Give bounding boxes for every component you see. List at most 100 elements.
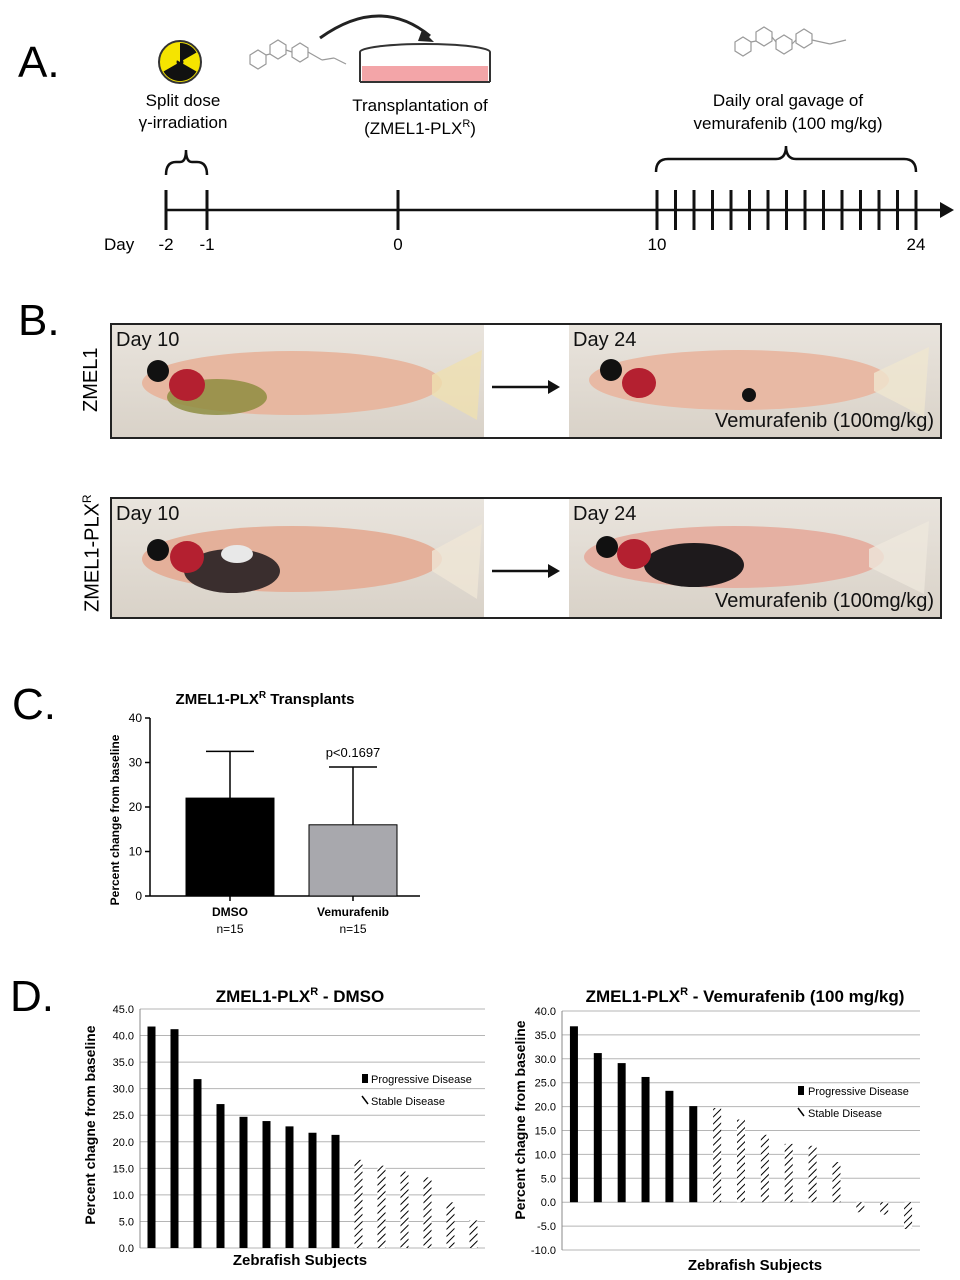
chart-d2-ytick-label: 5.0 bbox=[541, 1173, 556, 1185]
petri-dish-icon bbox=[359, 43, 491, 83]
chart-d1-ytick-label: 20.0 bbox=[113, 1137, 134, 1149]
chart-d1-bar-stable bbox=[446, 1202, 455, 1248]
chart-d1-ytick-label: 35.0 bbox=[113, 1057, 134, 1069]
gavage-label-2: vemurafenib (100 mg/kg) bbox=[694, 114, 883, 133]
timeline-figure: Split dose γ-irradiation Transplantation… bbox=[104, 14, 954, 254]
chart-c: ZMEL1-PLXR Transplants Percent change fr… bbox=[108, 690, 420, 936]
chart-c-ytick-label: 0 bbox=[135, 889, 142, 903]
chart-d1-ytick-label: 40.0 bbox=[113, 1031, 134, 1043]
panel-letter-a: A. bbox=[18, 38, 60, 87]
panel-letter-c: C. bbox=[12, 680, 56, 729]
chart-d2-bar-stable bbox=[904, 1202, 913, 1229]
irradiation-brace bbox=[164, 149, 209, 176]
chart-c-ylabel: Percent change from baseline bbox=[108, 734, 122, 905]
timeline-tick-label: -2 bbox=[158, 235, 173, 254]
chart-d2-bars bbox=[569, 1026, 913, 1229]
chart-d2-ytick-label: 35.0 bbox=[535, 1030, 556, 1042]
legend-swatch-progressive bbox=[798, 1086, 804, 1095]
timeline-tick-label: -1 bbox=[199, 235, 214, 254]
chart-d2-bar-stable bbox=[737, 1119, 745, 1203]
chart-c-ytick-label: 20 bbox=[129, 800, 143, 814]
chart-c-title: ZMEL1-PLXR Transplants bbox=[176, 690, 355, 708]
irradiation-label-2: γ-irradiation bbox=[139, 113, 228, 132]
transplant-label-1: Transplantation of bbox=[352, 96, 488, 115]
chart-c-category-label: Vemurafenib bbox=[317, 905, 389, 919]
chart-d2-bar-stable bbox=[760, 1134, 769, 1203]
chart-d2-ytick-label: 20.0 bbox=[535, 1102, 556, 1114]
fish-image bbox=[589, 347, 929, 417]
fish-image bbox=[142, 524, 482, 599]
chart-d2-bar-stable bbox=[713, 1108, 722, 1203]
chart-d2-ytick-label: 15.0 bbox=[535, 1126, 556, 1138]
chart-d2-legend: Progressive Disease Stable Disease bbox=[797, 1086, 909, 1120]
chart-d1-ytick-label: 0.0 bbox=[119, 1243, 134, 1255]
chart-d1-bar-stable bbox=[400, 1171, 409, 1248]
timeline-ticks bbox=[164, 190, 918, 230]
chart-c-ytick-label: 10 bbox=[129, 845, 143, 859]
chart-d1-ytick-label: 15.0 bbox=[113, 1163, 134, 1175]
day-end-label: Day 24 bbox=[573, 503, 637, 525]
gavage-brace bbox=[654, 145, 918, 173]
chart-d1-title: ZMEL1-PLXR - DMSO bbox=[216, 986, 385, 1006]
chart-d1-bar-progressive bbox=[216, 1104, 225, 1248]
arrow-icon bbox=[492, 380, 560, 394]
chart-d1-bar-progressive bbox=[308, 1132, 317, 1248]
timeline-tick-label: 10 bbox=[648, 235, 667, 254]
chart-d2-ylabel: Percent chagne from baseline bbox=[512, 1020, 528, 1219]
chart-d2: ZMEL1-PLXR - Vemurafenib (100 mg/kg) Per… bbox=[512, 986, 920, 1274]
chart-d1-bar-stable bbox=[354, 1159, 363, 1248]
chart-d2-bar-progressive bbox=[617, 1063, 626, 1203]
timeline-tick-labels: -2 -1 0 10 24 bbox=[158, 235, 925, 254]
chart-d1-bar-progressive bbox=[262, 1121, 271, 1248]
chart-d1-ytick-label: 45.0 bbox=[113, 1004, 134, 1016]
chart-d2-bar-stable bbox=[784, 1143, 793, 1203]
chart-d1-bar-progressive bbox=[331, 1134, 340, 1248]
arrow-icon bbox=[492, 564, 560, 578]
timeline-tick-label: 0 bbox=[393, 235, 402, 254]
molecule-icon bbox=[249, 39, 347, 70]
chart-d2-bar-progressive bbox=[641, 1076, 650, 1203]
chart-d2-bar-stable bbox=[880, 1202, 889, 1215]
fish-photo-day24 bbox=[569, 499, 940, 617]
treatment-label: Vemurafenib (100mg/kg) bbox=[714, 410, 934, 432]
fish-photo-day10 bbox=[112, 499, 484, 617]
day-start-label: Day 10 bbox=[116, 329, 180, 351]
radiation-icon bbox=[158, 40, 202, 84]
chart-c-ytick-label: 40 bbox=[129, 711, 143, 725]
chart-c-n-label: n=15 bbox=[339, 922, 366, 936]
chart-d1-bar-stable bbox=[377, 1165, 386, 1248]
panel-letter-b: B. bbox=[18, 296, 60, 345]
chart-d2-bar-stable bbox=[808, 1145, 817, 1203]
transplant-label-2: (ZMEL1-PLXR) bbox=[364, 118, 476, 138]
chart-d1-bar-progressive bbox=[285, 1126, 294, 1248]
chart-d2-xlabel: Zebrafish Subjects bbox=[688, 1257, 822, 1274]
chart-d2-ytick-label: 30.0 bbox=[535, 1054, 556, 1066]
chart-d2-title: ZMEL1-PLXR - Vemurafenib (100 mg/kg) bbox=[586, 986, 905, 1006]
chart-d1-xlabel: Zebrafish Subjects bbox=[233, 1252, 367, 1269]
row-label-zmel1: ZMEL1 bbox=[80, 347, 102, 412]
chart-d2-bar-progressive bbox=[689, 1106, 698, 1203]
photo-row-zmel1-plxr: Day 10 Day 24 Vemurafenib (100mg/kg) bbox=[110, 497, 942, 619]
chart-d2-bar-progressive bbox=[593, 1053, 602, 1203]
chart-d1-bars bbox=[147, 1026, 478, 1248]
legend-stable: Stable Disease bbox=[808, 1108, 882, 1120]
irradiation-label-1: Split dose bbox=[146, 91, 221, 110]
fish-photo-day24 bbox=[569, 325, 940, 437]
chart-d2-ytick-label: -10.0 bbox=[531, 1245, 556, 1257]
chart-d2-ytick-label: 0.0 bbox=[541, 1197, 556, 1209]
chart-d1-legend: Progressive Disease Stable Disease bbox=[361, 1074, 472, 1108]
chart-d2-ytick-label: 40.0 bbox=[535, 1006, 556, 1018]
chart-c-category-label: DMSO bbox=[212, 905, 248, 919]
treatment-label: Vemurafenib (100mg/kg) bbox=[714, 590, 934, 612]
chart-d2-bar-stable bbox=[856, 1202, 865, 1213]
chart-d2-ytick-label: 10.0 bbox=[535, 1149, 556, 1161]
legend-progressive: Progressive Disease bbox=[808, 1086, 909, 1098]
chart-d1-ytick-label: 30.0 bbox=[113, 1084, 134, 1096]
chart-d1-ylabel: Percent chagne from baseline bbox=[82, 1025, 98, 1224]
chart-d2-ytick-label: 25.0 bbox=[535, 1078, 556, 1090]
fish-photo-day10 bbox=[112, 325, 484, 437]
legend-progressive: Progressive Disease bbox=[371, 1074, 472, 1086]
chart-c-bars: DMSO n=15 Vemurafenib n=15 bbox=[185, 750, 398, 936]
legend-swatch-stable bbox=[797, 1107, 805, 1117]
legend-swatch-progressive bbox=[362, 1074, 368, 1083]
